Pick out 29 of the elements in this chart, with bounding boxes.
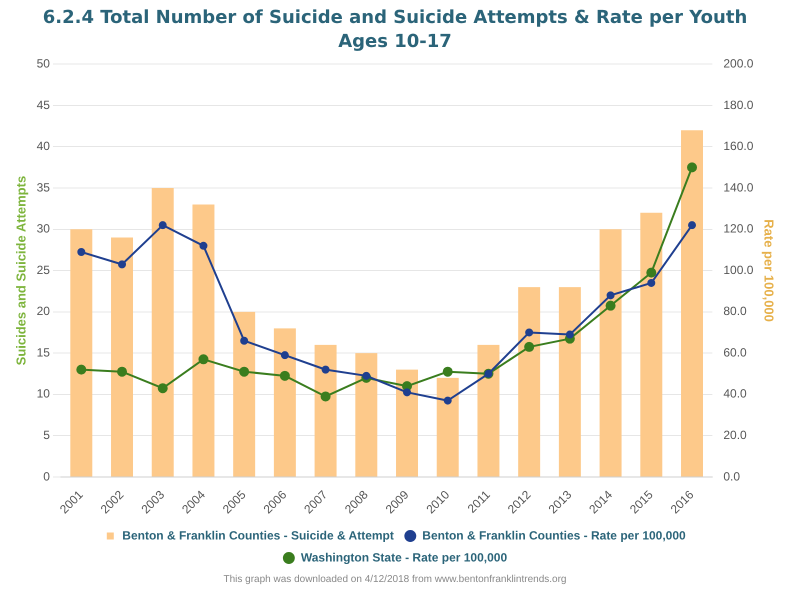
y2-tick-label: 140.0 — [723, 180, 754, 194]
y-tick-label: 20 — [36, 304, 50, 318]
y2-tick-label: 40.0 — [723, 386, 748, 401]
y2-tick-label: 120.0 — [723, 222, 754, 236]
y-tick-label: 30 — [36, 222, 50, 236]
y-tick-label: 40 — [36, 139, 50, 154]
y2-tick-label: 100.0 — [723, 262, 754, 277]
y-tick-label: 10 — [36, 386, 50, 401]
y-tick-label: 5 — [43, 428, 50, 442]
y-tick-label: 0 — [43, 469, 50, 484]
legend-label: Benton & Franklin Counties - Suicide & Attempt — [122, 528, 394, 542]
y2-tick-label: 20.0 — [723, 428, 748, 442]
legend-label: Benton & Franklin Counties - Rate per 100,000 — [422, 528, 686, 542]
y2-tick-label: 0.0 — [723, 469, 740, 484]
y2-tick-label: 60.0 — [723, 345, 748, 360]
y-tick-label: 45 — [36, 98, 50, 112]
legend-label: Washington State - Rate per 100,000 — [300, 550, 508, 564]
chart-title: 6.2.4 Total Number of Suicide and Suicide Attempts & Rate per Youth Ages 10-17 — [42, 6, 748, 54]
y-tick-label: 15 — [36, 345, 50, 360]
y-tick-label: 50 — [36, 56, 50, 71]
y2-tick-label: 180.0 — [723, 98, 754, 112]
y2-tick-label: 160.0 — [723, 139, 754, 154]
text: This graph was downloaded on 4/12/2018 from www.bentonfranklintrends.org — [222, 574, 568, 585]
y-tick-label: 25 — [36, 262, 50, 277]
y-axis-title: Suicides and Suicide Attempts — [13, 176, 28, 366]
y2-tick-label: 200.0 — [723, 56, 754, 71]
y2-axis-title: Rate per 100,000 — [762, 219, 777, 322]
y-tick-label: 35 — [36, 180, 50, 194]
y2-tick-label: 80.0 — [723, 304, 748, 318]
